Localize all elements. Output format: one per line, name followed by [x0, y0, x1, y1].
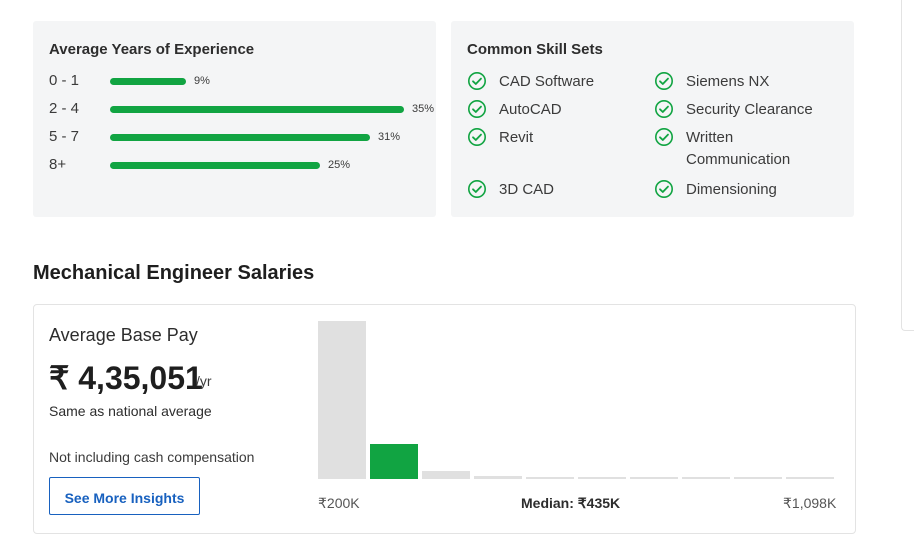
skill-label: 3D CAD [499, 181, 555, 198]
skill-label: Security Clearance [686, 101, 813, 118]
histogram-bar [474, 476, 522, 479]
pay-unit: /yr [196, 373, 212, 389]
experience-card: Average Years of Experience 0 - 1 9% 2 - 4… [33, 21, 436, 217]
check-circle-icon [467, 127, 487, 147]
histogram-bar [630, 477, 678, 479]
histogram-median-tick: Median: ₹435K [521, 495, 621, 511]
experience-row: 2 - 4 35% [49, 99, 434, 119]
experience-percent: 31% [378, 131, 401, 143]
histogram-bar [786, 477, 834, 479]
experience-range-label: 2 - 4 [49, 100, 80, 117]
histogram-bar [318, 321, 366, 479]
skill-label: Written Communication [686, 129, 791, 168]
skill-label: AutoCAD [499, 101, 562, 118]
experience-percent: 35% [412, 103, 435, 115]
experience-bar [110, 134, 370, 141]
histogram-bar [734, 477, 782, 479]
skill-label: Revit [499, 129, 534, 146]
see-more-insights-button[interactable]: See More Insights [49, 477, 200, 515]
salary-card: Average Base Pay ₹ 4,35,051 /yr Same as … [33, 304, 856, 534]
experience-bar [110, 162, 320, 169]
skills-title: Common Skill Sets [467, 41, 603, 58]
check-circle-icon [654, 71, 674, 91]
national-average-text: Same as national average [49, 403, 212, 419]
experience-bar [110, 78, 186, 85]
avg-base-pay-label: Average Base Pay [49, 325, 198, 345]
histogram-bar [578, 477, 626, 479]
experience-percent: 9% [194, 75, 210, 87]
histogram-bar [682, 477, 730, 479]
experience-row: 5 - 7 31% [49, 127, 429, 147]
experience-bar [110, 106, 404, 113]
salaries-section-title: Mechanical Engineer Salaries [33, 262, 315, 284]
experience-row: 8+ 25% [49, 155, 429, 175]
check-circle-icon [467, 179, 487, 199]
experience-title: Average Years of Experience [49, 41, 255, 58]
side-panel-edge [901, 0, 914, 331]
experience-row: 0 - 1 9% [49, 71, 429, 91]
check-circle-icon [467, 99, 487, 119]
histogram-bar [422, 471, 470, 479]
experience-range-label: 5 - 7 [49, 128, 80, 145]
histogram-bar [370, 444, 418, 479]
experience-percent: 25% [328, 159, 351, 171]
avg-base-pay-value: ₹ 4,35,051 [49, 360, 203, 396]
experience-range-label: 8+ [49, 156, 67, 173]
salary-histogram [318, 321, 838, 479]
skills-card: Common Skill Sets CAD Software Siemens NX… [451, 21, 854, 217]
check-circle-icon [467, 71, 487, 91]
check-circle-icon [654, 127, 674, 147]
skill-label: Dimensioning [686, 181, 777, 198]
check-circle-icon [654, 179, 674, 199]
histogram-max-tick: ₹1,098K [783, 495, 837, 511]
histogram-bar [526, 477, 574, 479]
skill-label: CAD Software [499, 73, 595, 90]
skill-label: Siemens NX [686, 73, 770, 90]
experience-range-label: 0 - 1 [49, 72, 80, 89]
check-circle-icon [654, 99, 674, 119]
non-cash-note: Not including cash compensation [49, 449, 255, 465]
histogram-min-tick: ₹200K [318, 495, 360, 511]
